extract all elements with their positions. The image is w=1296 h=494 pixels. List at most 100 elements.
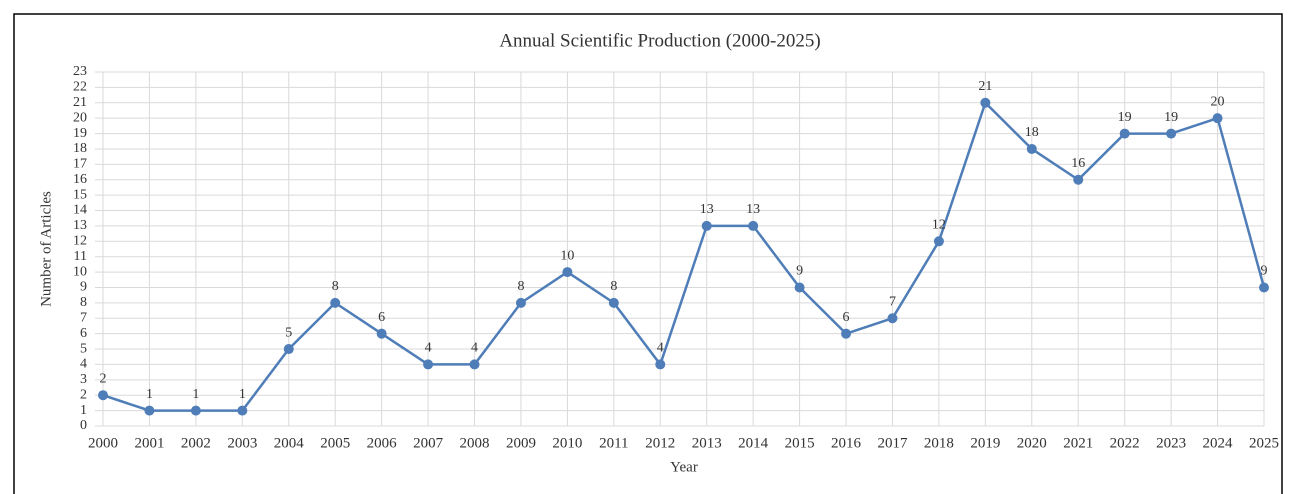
data-point	[1119, 128, 1130, 139]
x-tick-label: 2024	[1203, 435, 1234, 451]
data-point	[1212, 113, 1223, 124]
y-tick-label: 23	[73, 64, 87, 79]
x-tick-label: 2015	[785, 435, 815, 451]
data-label: 8	[610, 279, 617, 294]
y-tick-label: 6	[80, 326, 87, 341]
y-tick-label: 1	[80, 403, 87, 418]
x-tick-label: 2025	[1249, 435, 1279, 451]
data-point	[655, 359, 666, 370]
data-point	[515, 297, 526, 308]
y-tick-label: 15	[73, 187, 87, 202]
x-tick-label: 2005	[320, 435, 350, 451]
data-point	[1026, 143, 1037, 154]
y-tick-label: 7	[80, 310, 87, 325]
y-tick-label: 20	[73, 110, 87, 125]
x-tick-label: 2021	[1063, 435, 1093, 451]
data-label: 7	[889, 294, 896, 309]
x-tick-label: 2023	[1156, 435, 1186, 451]
x-tick-label: 2008	[460, 435, 490, 451]
data-label: 4	[657, 341, 664, 356]
x-tick-label: 2003	[227, 435, 257, 451]
data-point	[237, 405, 248, 416]
data-point	[980, 97, 991, 108]
y-tick-label: 17	[73, 157, 87, 172]
data-label: 9	[1261, 264, 1268, 279]
y-tick-label: 0	[80, 418, 87, 433]
data-label: 6	[843, 310, 850, 325]
x-tick-label: 2013	[692, 435, 722, 451]
x-tick-label: 2018	[924, 435, 954, 451]
chart-frame	[13, 13, 1283, 494]
y-tick-label: 12	[73, 234, 87, 249]
data-label: 10	[560, 248, 574, 263]
x-tick-label: 2016	[831, 435, 862, 451]
data-label: 19	[1164, 110, 1178, 125]
data-label: 9	[796, 264, 803, 279]
x-tick-label: 2022	[1110, 435, 1140, 451]
data-point	[283, 344, 294, 355]
data-label: 4	[425, 341, 432, 356]
data-point	[608, 297, 619, 308]
data-label: 8	[332, 279, 339, 294]
y-axis-label: Number of Articles	[38, 191, 54, 307]
x-tick-label: 2007	[413, 435, 444, 451]
data-point	[469, 359, 480, 370]
y-tick-label: 4	[80, 357, 87, 372]
x-tick-label: 2001	[134, 435, 164, 451]
data-label: 18	[1025, 125, 1039, 140]
data-label: 4	[471, 341, 478, 356]
y-tick-label: 10	[73, 264, 87, 279]
data-point	[701, 220, 712, 231]
data-label: 1	[239, 387, 246, 402]
data-label: 1	[146, 387, 153, 402]
x-tick-label: 2011	[599, 435, 628, 451]
x-tick-label: 2009	[506, 435, 536, 451]
data-label: 6	[378, 310, 385, 325]
chart-title: Annual Scientific Production (2000-2025)	[499, 30, 820, 51]
data-point	[423, 359, 434, 370]
x-tick-label: 2000	[88, 435, 118, 451]
data-point	[933, 236, 944, 247]
x-tick-label: 2014	[738, 435, 769, 451]
data-label: 1	[192, 387, 199, 402]
data-point	[841, 328, 852, 339]
y-tick-label: 9	[80, 280, 87, 295]
data-label: 20	[1211, 94, 1225, 109]
data-point	[330, 297, 341, 308]
x-axis-label: Year	[670, 459, 698, 475]
x-tick-label: 2012	[645, 435, 675, 451]
data-label: 13	[700, 202, 714, 217]
data-label: 21	[978, 79, 992, 94]
data-point	[190, 405, 201, 416]
data-point	[887, 313, 898, 324]
data-point	[1259, 282, 1269, 293]
x-tick-label: 2002	[181, 435, 211, 451]
data-label: 16	[1071, 156, 1085, 171]
data-label: 12	[932, 218, 946, 233]
x-tick-label: 2010	[552, 435, 582, 451]
data-point	[1073, 174, 1084, 185]
y-tick-label: 14	[73, 203, 87, 218]
data-label: 5	[285, 325, 292, 340]
x-tick-label: 2017	[877, 435, 908, 451]
data-point	[794, 282, 805, 293]
x-tick-label: 2019	[970, 435, 1000, 451]
y-tick-label: 21	[73, 95, 87, 110]
data-point	[98, 390, 108, 401]
y-tick-label: 8	[80, 295, 87, 310]
x-tick-label: 2006	[367, 435, 398, 451]
x-tick-label: 2004	[274, 435, 305, 451]
data-label: 8	[517, 279, 524, 294]
data-point	[376, 328, 387, 339]
y-tick-label: 16	[73, 172, 87, 187]
data-label: 19	[1118, 110, 1132, 125]
y-tick-label: 5	[80, 341, 87, 356]
x-tick-label: 2020	[1017, 435, 1047, 451]
data-point	[748, 220, 759, 231]
data-point	[562, 267, 573, 278]
data-point	[1166, 128, 1177, 139]
y-tick-label: 11	[74, 249, 87, 264]
y-tick-label: 13	[73, 218, 87, 233]
